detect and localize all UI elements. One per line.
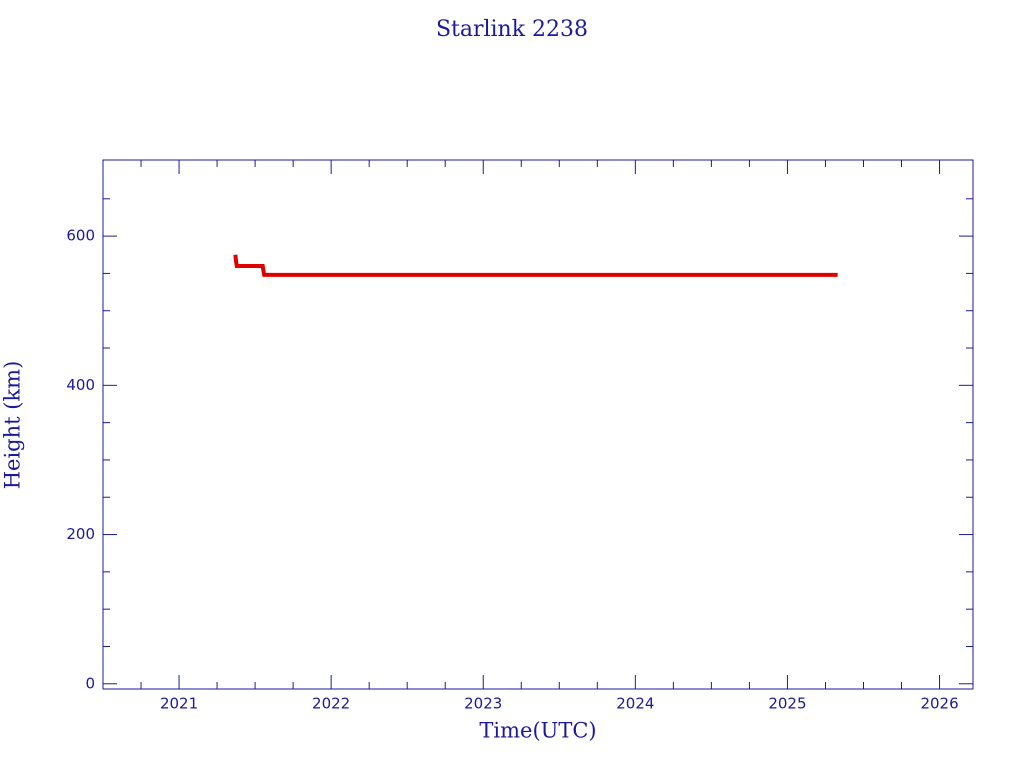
plot-frame (102, 159, 974, 690)
y-tick-label: 0 (85, 674, 95, 692)
y-tick-label: 200 (66, 525, 95, 543)
y-tick-label: 600 (66, 227, 95, 245)
x-tick-label: 2021 (160, 695, 198, 713)
x-tick-label: 2023 (464, 695, 502, 713)
x-tick-label: 2025 (768, 695, 806, 713)
chart-title: Starlink 2238 (436, 17, 588, 42)
x-axis-label: Time(UTC) (479, 719, 596, 743)
x-tick-label: 2026 (920, 695, 958, 713)
y-axis-label: Height (km) (1, 361, 25, 490)
series-line (233, 254, 838, 277)
x-tick-label: 2024 (616, 695, 654, 713)
y-tick-label: 400 (66, 376, 95, 394)
x-tick-label: 2022 (312, 695, 350, 713)
